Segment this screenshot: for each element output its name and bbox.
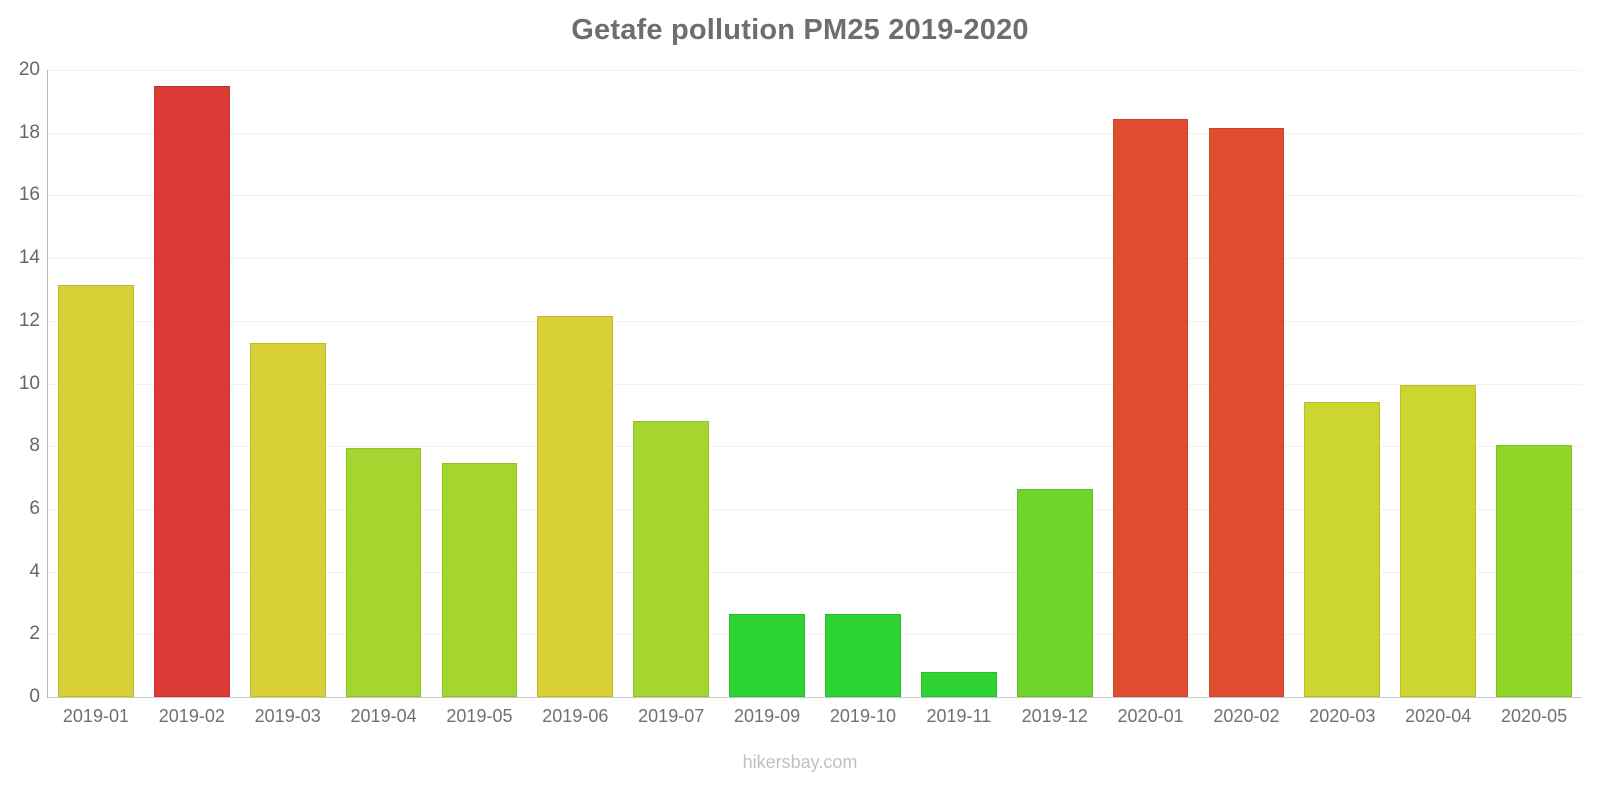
axis-baseline <box>48 697 1582 698</box>
x-tick-label: 2019-01 <box>62 706 129 726</box>
x-tick-label: 2019-11 <box>926 706 992 726</box>
chart-title: Getafe pollution PM25 2019-2020 <box>571 14 1029 46</box>
gridline <box>48 132 1582 134</box>
gridline <box>48 571 1582 573</box>
y-tick-label: 16 <box>18 184 40 206</box>
x-tick-label: 2019-02 <box>158 706 225 726</box>
bar[interactable] <box>1208 128 1285 697</box>
x-tick-label: 2020-02 <box>1213 706 1280 726</box>
y-tick-label: 20 <box>18 59 40 80</box>
gridline <box>48 195 1582 197</box>
bar[interactable] <box>1016 488 1093 697</box>
y-axis-line <box>47 70 48 698</box>
y-tick-label: 2 <box>29 623 40 645</box>
gridline <box>48 70 1582 71</box>
bar-series <box>48 70 1582 697</box>
bar[interactable] <box>537 316 614 697</box>
y-tick-label: 14 <box>18 247 40 269</box>
x-tick-label: 2020-03 <box>1309 706 1376 726</box>
x-tick-label: 2019-12 <box>1021 706 1088 726</box>
y-tick-label: 0 <box>29 686 40 707</box>
y-tick-label: 4 <box>29 560 40 582</box>
gridline <box>48 446 1582 448</box>
y-axis-tick-labels: 0 2 4 6 8 10 12 14 16 18 20 <box>0 59 40 707</box>
x-axis-tick-labels: 2019-01 2019-02 2019-03 2019-04 2019-05 2019-… <box>48 706 1582 736</box>
bar[interactable] <box>441 463 518 697</box>
gridline <box>48 258 1582 260</box>
x-tick-label: 2019-03 <box>254 706 321 726</box>
x-tick-label: 2019-07 <box>638 706 705 726</box>
x-tick-label: 2020-04 <box>1405 706 1472 726</box>
bar[interactable] <box>58 284 134 697</box>
y-tick-label: 12 <box>18 309 40 331</box>
source-watermark: hikersbay.com <box>742 752 858 772</box>
x-tick-label: 2020-01 <box>1117 706 1184 726</box>
x-tick-label: 2019-04 <box>350 706 417 726</box>
x-tick-label: 2019-10 <box>829 706 896 726</box>
gridline <box>48 508 1582 510</box>
bar[interactable] <box>1496 444 1572 697</box>
bar[interactable] <box>153 85 230 697</box>
bar[interactable] <box>345 447 422 697</box>
gridline <box>48 320 1582 322</box>
bar[interactable] <box>1400 385 1477 697</box>
bar[interactable] <box>920 671 997 697</box>
y-tick-label: 10 <box>18 372 40 394</box>
x-tick-label: 2020-05 <box>1501 706 1568 726</box>
bar[interactable] <box>633 421 710 697</box>
y-tick-label: 6 <box>29 497 40 519</box>
bar[interactable] <box>729 613 805 697</box>
x-tick-label: 2019-09 <box>734 706 801 726</box>
gridline <box>48 383 1582 385</box>
y-tick-label: 8 <box>29 435 40 457</box>
x-tick-label: 2019-05 <box>446 706 513 726</box>
bar[interactable] <box>249 342 326 697</box>
plot-area <box>48 70 1582 698</box>
bar[interactable] <box>1112 118 1189 697</box>
gridlines <box>48 70 1582 698</box>
bar[interactable] <box>825 613 901 697</box>
x-tick-label: 2019-06 <box>542 706 609 726</box>
y-tick-label: 18 <box>18 121 40 143</box>
bar[interactable] <box>1304 402 1381 697</box>
gridline <box>48 634 1582 636</box>
